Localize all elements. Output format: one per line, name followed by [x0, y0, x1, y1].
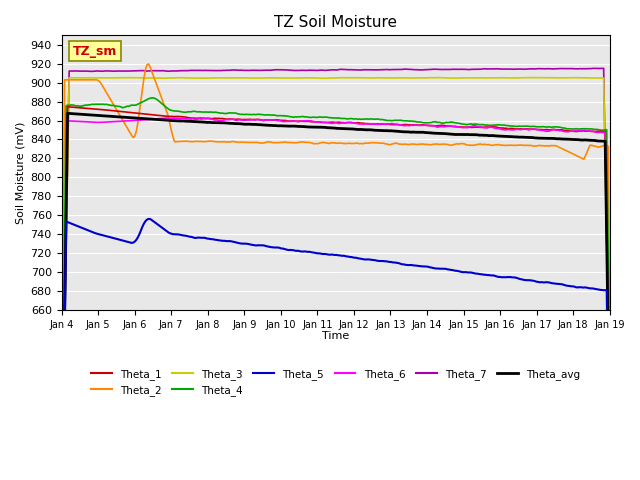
X-axis label: Time: Time: [322, 331, 349, 341]
Title: TZ Soil Moisture: TZ Soil Moisture: [274, 15, 397, 30]
Legend: Theta_1, Theta_2, Theta_3, Theta_4, Theta_5, Theta_6, Theta_7, Theta_avg: Theta_1, Theta_2, Theta_3, Theta_4, Thet…: [87, 364, 584, 400]
Y-axis label: Soil Moisture (mV): Soil Moisture (mV): [15, 121, 25, 224]
Text: TZ_sm: TZ_sm: [72, 45, 117, 58]
